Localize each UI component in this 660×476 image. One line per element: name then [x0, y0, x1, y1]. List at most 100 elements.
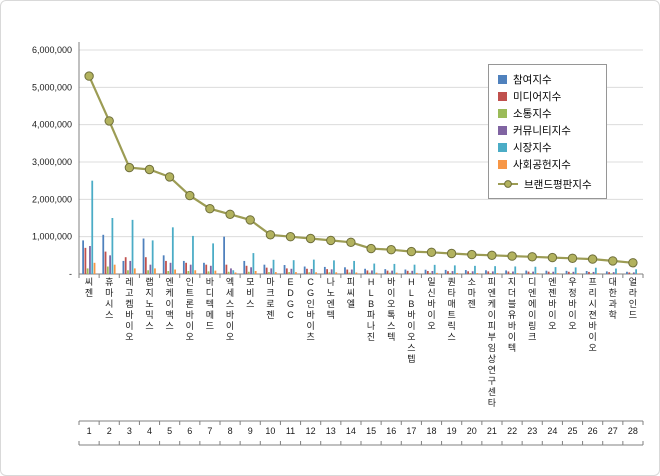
bar: [605, 271, 608, 274]
bar: [335, 272, 338, 274]
bar-series-1: [84, 247, 631, 274]
bar: [525, 270, 528, 274]
bar: [610, 273, 613, 274]
bar-series-3: [89, 246, 635, 274]
legend-swatch: [498, 108, 507, 118]
bar: [527, 271, 530, 274]
line-marker: [326, 235, 336, 246]
bar: [516, 273, 519, 274]
line-marker: [446, 248, 457, 259]
bar: [306, 268, 308, 274]
bar: [89, 246, 91, 274]
legend-label: 소통지수: [513, 107, 552, 120]
bar: [111, 218, 114, 274]
rank-label: 8: [228, 426, 233, 436]
bar: [355, 272, 358, 274]
bar: [129, 260, 132, 274]
bar: [529, 273, 532, 274]
bar: [391, 270, 393, 274]
bar: [133, 268, 136, 274]
bar: [308, 272, 311, 274]
bar: [252, 253, 255, 274]
bar: [371, 270, 373, 274]
bar: [617, 273, 620, 274]
bar: [212, 243, 214, 274]
rank-label: 15: [366, 426, 376, 436]
line-marker: [265, 230, 276, 240]
bar: [592, 271, 595, 274]
bar: [534, 266, 537, 274]
bar: [577, 273, 579, 274]
bar: [588, 271, 590, 274]
bar: [225, 264, 228, 274]
legend-item-social-contribution-index: 사회공헌지수: [498, 158, 598, 171]
bar: [464, 270, 467, 274]
rank-label: 16: [386, 426, 396, 436]
bar: [590, 273, 593, 274]
rank-label: 18: [426, 426, 436, 436]
bar: [447, 271, 449, 274]
bar: [512, 271, 514, 274]
bar: [144, 257, 147, 274]
bar: [509, 273, 512, 274]
bar: [615, 268, 617, 274]
bar: [254, 271, 257, 274]
bar: [174, 269, 176, 274]
bar: [554, 267, 557, 274]
rank-label: 5: [167, 426, 172, 436]
bar: [626, 271, 628, 274]
line-marker: [124, 162, 135, 173]
bar: [364, 268, 366, 274]
rank-label: 22: [507, 426, 517, 436]
bar: [630, 273, 633, 274]
bar: [366, 270, 369, 274]
rank-label: 21: [487, 426, 497, 436]
line-marker: [84, 71, 94, 81]
bar: [424, 269, 427, 274]
legend-swatch: [498, 142, 507, 152]
rank-label: 9: [248, 426, 253, 436]
bar: [373, 263, 376, 274]
bar: [283, 265, 286, 274]
bar: [514, 266, 517, 274]
bar: [292, 260, 295, 274]
bar: [494, 266, 496, 274]
legend-item-media-index: 미디어지수: [498, 90, 598, 103]
y-tick-label: 6,000,000: [32, 45, 72, 55]
bar: [496, 273, 499, 274]
bar: [288, 272, 290, 274]
bar-series-4: [91, 180, 637, 274]
line-marker: [386, 245, 396, 255]
y-tick-label: 4,000,000: [32, 120, 72, 130]
bar: [149, 264, 152, 274]
rank-label: 20: [467, 426, 477, 436]
bar: [594, 267, 597, 274]
bar: [431, 271, 434, 274]
bar: [127, 270, 129, 274]
bar: [637, 273, 640, 274]
bar: [303, 266, 306, 274]
legend-swatch: [498, 125, 507, 135]
rank-label: 24: [547, 426, 557, 436]
y-tick-label: -: [69, 269, 72, 279]
line-marker: [628, 258, 638, 268]
bar: [102, 234, 105, 274]
bar: [326, 269, 328, 274]
bar: [272, 259, 275, 274]
rank-label: 11: [286, 426, 295, 436]
bar: [106, 266, 109, 274]
legend-label: 브랜드평판지수: [524, 178, 592, 191]
line-marker: [467, 249, 477, 260]
bar: [270, 268, 273, 274]
bar: [194, 270, 197, 274]
bar: [124, 257, 127, 274]
bar: [536, 273, 539, 274]
legend-label: 커뮤니티지수: [513, 124, 571, 137]
bar: [265, 267, 268, 274]
line-marker: [426, 247, 437, 258]
